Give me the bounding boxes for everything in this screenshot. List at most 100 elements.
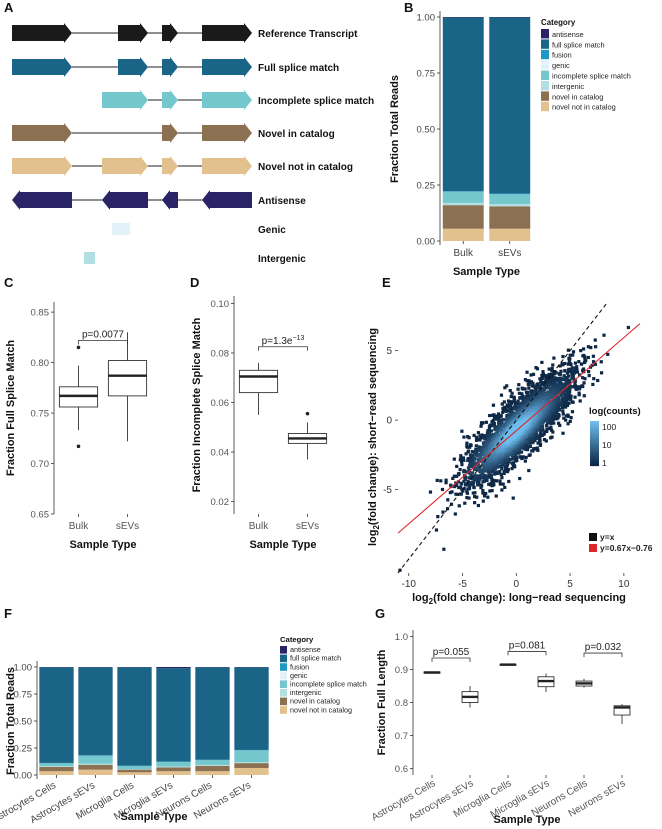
density-point [550,428,554,432]
density-point [493,433,497,437]
density-point [538,410,542,414]
density-point [511,455,515,459]
regression-line [397,323,641,534]
density-point [518,455,522,459]
density-point [469,443,473,448]
box-iqr [238,369,279,394]
density-point [487,473,491,477]
density-point [561,363,565,367]
density-point [434,528,439,532]
density-point [484,420,488,424]
y-axis-title: Fraction Total Reads [5,667,17,775]
y-tick-label: 0.50 [417,125,436,136]
density-point [602,333,606,337]
density-point [492,449,496,453]
y-tick-label: 0.75 [31,409,50,420]
transcript-label: Reference Transcript [258,29,358,40]
density-point [570,366,574,370]
transcript-label: Novel not in catalog [258,162,353,173]
density-point [502,460,506,464]
y-tick-label: 0.7 [395,731,408,742]
density-point [564,414,569,418]
density-point [579,362,584,366]
bar-segment [156,771,191,775]
legend-label: full splice match [552,40,605,49]
density-point [545,380,549,384]
density-point [606,352,610,356]
density-point [567,370,572,374]
density-point [545,427,549,431]
density-point [503,485,507,490]
box [287,411,328,460]
density-point [459,459,464,464]
density-point [555,390,559,394]
density-point [453,512,457,516]
legend-label: novel in catalog [290,697,340,706]
exon-arrow [12,23,72,43]
density-point [503,464,507,468]
density-point [562,403,566,407]
density-point [561,354,565,359]
density-point [573,395,577,399]
p-value-label: p=0.032 [585,642,622,653]
legend-label: intergenic [552,82,584,91]
density-point [499,418,503,423]
y-tick-label: 0.02 [211,497,230,508]
density-point [547,367,551,371]
density-point [459,485,463,489]
density-point [550,411,555,415]
bar-segment [156,761,191,767]
density-point [535,396,539,400]
density-point [435,478,439,482]
density-point [560,398,565,402]
density-point [506,404,510,408]
density-point [502,471,506,476]
density-point [591,382,595,387]
density-point [505,384,509,388]
density-point [514,459,518,463]
density-point [491,481,495,486]
density-point [524,444,528,449]
y-axis-title: Fraction Total Reads [389,75,401,183]
density-point [483,437,487,441]
density-point [497,428,501,432]
density-point [581,347,586,351]
density-point [570,376,574,380]
density-point [534,386,538,391]
panel-g-letter: G [375,606,385,621]
exon-arrow [202,90,252,110]
density-point [442,547,446,551]
density-point [490,477,494,481]
legend-label: incomplete splice match [290,680,367,689]
colorbar-step [590,427,599,429]
identity-line [397,301,609,574]
density-point [527,379,531,383]
density-point [462,470,466,474]
density-point [483,476,488,480]
density-point [460,429,464,433]
density-point [484,463,488,467]
transcript-row: Reference Transcript [12,23,358,43]
density-point [592,377,596,381]
density-point [556,395,560,399]
density-point [497,420,501,425]
density-point [463,501,467,505]
density-point [548,393,553,397]
density-point [568,390,572,394]
legend-label: full splice match [290,654,341,663]
density-point [499,422,503,426]
y-tick-label: 0.70 [31,459,50,470]
density-point [569,416,573,420]
legend-swatch [280,689,287,697]
transcript-label: Incomplete splice match [258,96,374,107]
density-point [567,378,571,382]
panel-c-chart: 0.65 0.70 0.75 0.80 0.85 Bulk sEVs Sample Type F… [5,302,148,551]
exon-arrow [102,156,148,176]
density-point [461,456,466,460]
x-tick-label: Bulk [249,521,269,532]
legend-swatch [541,81,549,91]
density-point [487,482,491,486]
density-point [468,445,472,449]
y-title-log: log [367,530,379,547]
density-point [464,470,468,474]
